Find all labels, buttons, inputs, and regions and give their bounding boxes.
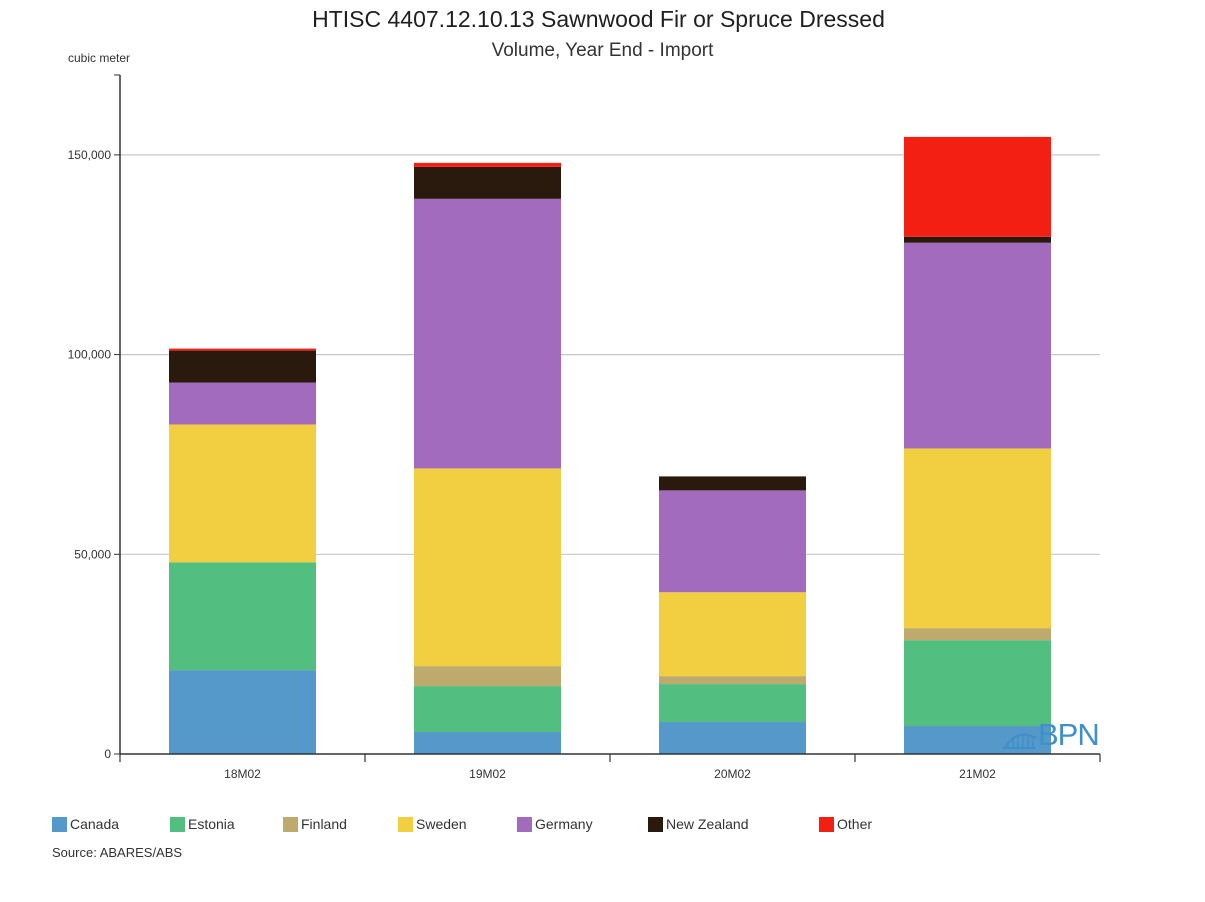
y-axis-unit-label: cubic meter <box>68 51 131 65</box>
legend-swatch <box>52 816 67 832</box>
bar-segment-germany <box>659 490 806 593</box>
legend-swatch <box>819 816 834 832</box>
y-tick-label: 150,000 <box>68 148 112 162</box>
legend-item-other[interactable]: Other <box>819 815 872 833</box>
logo-text: BPN <box>1038 717 1100 752</box>
bar-segment-estonia <box>659 684 806 723</box>
bar-segment-germany <box>904 242 1051 449</box>
bar-segment-finland <box>904 628 1051 641</box>
bar-segment-finland <box>414 666 561 687</box>
bridge-logo-icon <box>1002 733 1037 749</box>
x-tick-label: 21M02 <box>959 767 996 781</box>
bar-segment-estonia <box>169 562 316 671</box>
bar-segment-estonia <box>904 640 1051 727</box>
chart-legend: Canada Estonia Finland Sweden Germany New Zea… <box>0 815 1205 835</box>
bar-segment-canada <box>659 722 806 754</box>
bar-segment-new-zealand <box>904 236 1051 243</box>
bar-segment-germany <box>414 198 561 469</box>
chart-title: HTISC 4407.12.10.13 Sawnwood Fir or Spru… <box>312 6 885 32</box>
legend-swatch <box>170 816 185 832</box>
bar-segment-new-zealand <box>659 476 806 491</box>
x-tick-label: 18M02 <box>224 767 261 781</box>
legend-item-estonia[interactable]: Estonia <box>170 815 235 833</box>
bar-segment-other <box>414 162 561 167</box>
legend-item-germany[interactable]: Germany <box>517 815 593 833</box>
x-tick-label: 20M02 <box>714 767 751 781</box>
bar-segment-other <box>904 136 1051 237</box>
y-tick-label: 50,000 <box>74 547 111 561</box>
bar-segment-new-zealand <box>414 166 561 199</box>
legend-item-finland[interactable]: Finland <box>283 815 347 833</box>
bar-segment-sweden <box>904 448 1051 629</box>
bar-segment-canada <box>414 732 561 754</box>
legend-label: Germany <box>535 816 593 832</box>
legend-item-canada[interactable]: Canada <box>52 815 119 833</box>
chart-plot-area: 0 50,000 100,000 150,000 18M02 19M02 20M02 21M0… <box>68 74 1101 781</box>
legend-label: Estonia <box>188 816 235 832</box>
bpn-logo: BPN <box>1000 718 1100 752</box>
bar-segment-estonia <box>414 686 561 733</box>
bar-segment-other <box>169 348 316 351</box>
legend-label: New Zealand <box>666 816 749 832</box>
x-tick-label: 19M02 <box>469 767 506 781</box>
legend-label: Finland <box>301 816 347 832</box>
legend-item-sweden[interactable]: Sweden <box>398 815 467 833</box>
bar-segment-finland <box>659 676 806 685</box>
legend-label: Other <box>837 816 873 832</box>
legend-swatch <box>283 816 298 832</box>
bar-segment-sweden <box>659 592 806 677</box>
bar-segment-canada <box>904 726 1051 754</box>
legend-swatch <box>398 816 413 832</box>
legend-item-new-zealand[interactable]: New Zealand <box>648 815 749 833</box>
bar-segment-sweden <box>414 468 561 667</box>
y-tick-label: 0 <box>104 747 111 761</box>
bar-segment-new-zealand <box>169 350 316 383</box>
legend-label: Sweden <box>416 816 467 832</box>
bar-segment-germany <box>169 382 316 425</box>
y-tick-label: 100,000 <box>68 348 112 362</box>
legend-swatch <box>648 816 663 832</box>
chart-subtitle: Volume, Year End - Import <box>491 40 714 61</box>
bar-segment-canada <box>169 670 316 754</box>
legend-swatch <box>517 816 532 832</box>
source-note: Source: ABARES/ABS <box>52 845 183 860</box>
bar-segment-sweden <box>169 424 316 563</box>
legend-label: Canada <box>70 816 120 832</box>
